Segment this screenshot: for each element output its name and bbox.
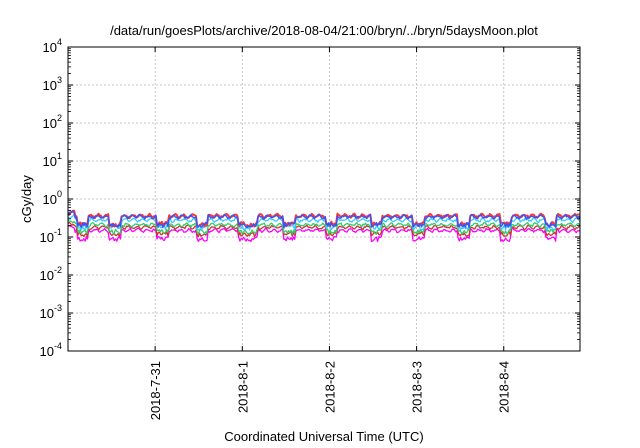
y-tick-exponent: -1 (54, 227, 62, 237)
y-tick-base: 10 (40, 306, 54, 321)
y-tick-label: 104 (43, 37, 62, 55)
series-line (67, 221, 581, 238)
y-tick-label: 10-1 (40, 227, 62, 245)
y-tick-label: 10-4 (40, 341, 62, 359)
y-tick-exponent: -3 (54, 303, 62, 313)
y-tick-base: 10 (43, 40, 57, 55)
y-tick-base: 10 (40, 344, 54, 359)
x-tick-label: 2018-8-4 (497, 361, 512, 413)
y-tick-base: 10 (43, 116, 57, 131)
series-group (67, 209, 581, 243)
series-line (67, 224, 581, 243)
series-line (67, 219, 581, 235)
series-line (67, 210, 581, 229)
y-tick-label: 10-3 (40, 303, 62, 321)
x-tick-label: 2018-7-31 (148, 361, 163, 420)
y-tick-exponent: 1 (57, 151, 62, 161)
grid (68, 47, 580, 351)
y-tick-exponent: -2 (54, 265, 62, 275)
y-tick-exponent: 3 (57, 75, 62, 85)
y-tick-base: 10 (40, 230, 54, 245)
y-tick-label: 103 (43, 75, 62, 93)
y-tick-exponent: 2 (57, 113, 62, 123)
chart-title: /data/run/goesPlots/archive/2018-08-04/2… (110, 23, 538, 38)
y-tick-base: 10 (40, 268, 54, 283)
y-tick-exponent: 0 (57, 189, 62, 199)
x-axis-label: Coordinated Universal Time (UTC) (224, 429, 423, 444)
y-tick-label: 101 (43, 151, 62, 169)
y-tick-base: 10 (43, 192, 57, 207)
x-tick-label: 2018-8-2 (322, 361, 337, 413)
y-tick-label: 10-2 (40, 265, 62, 283)
y-tick-base: 10 (43, 154, 57, 169)
y-tick-label: 100 (43, 189, 62, 207)
x-tick-label: 2018-8-1 (235, 361, 250, 413)
x-tick-label: 2018-8-3 (410, 361, 425, 413)
y-axis-label: cGy/day (19, 175, 34, 223)
y-tick-exponent: -4 (54, 341, 62, 351)
y-tick-base: 10 (43, 78, 57, 93)
y-tick-label: 102 (43, 113, 62, 131)
x-axis: 2018-7-31 2018-8-1 2018-8-2 2018-8-3 2018-8-… (148, 47, 512, 420)
y-tick-exponent: 4 (57, 37, 62, 47)
